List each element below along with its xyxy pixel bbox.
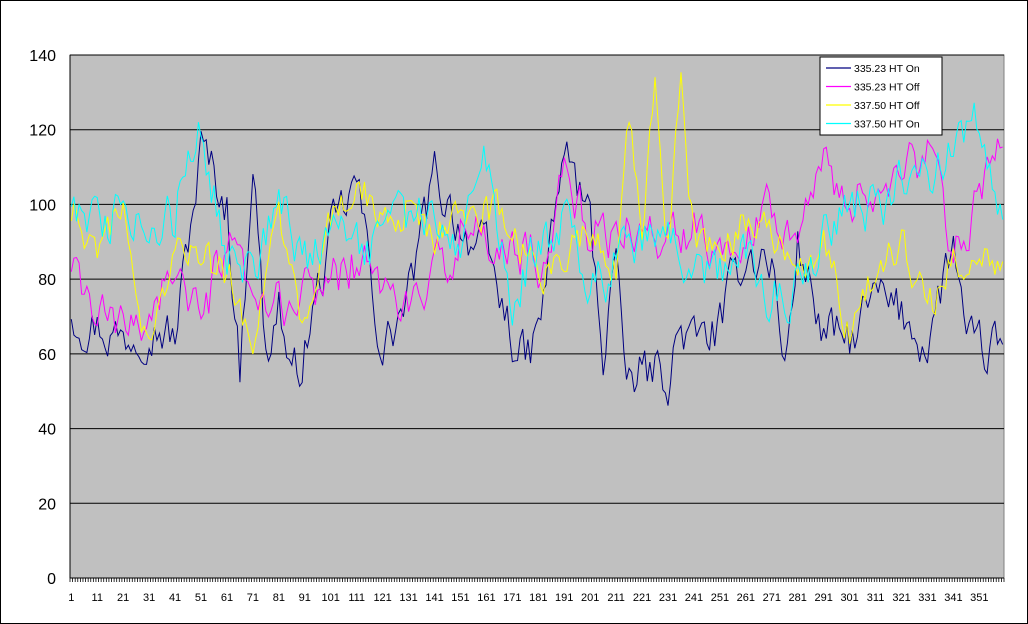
x-tick-label: 21 — [117, 592, 129, 604]
x-tick-label: 171 — [503, 592, 521, 604]
x-tick-label: 51 — [195, 592, 207, 604]
legend: 335.23 HT On 335.23 HT Off 337.50 HT Off 33… — [819, 56, 943, 136]
y-tick-label: 20 — [38, 496, 56, 513]
x-tick-label: 91 — [299, 592, 311, 604]
x-tick-label: 321 — [892, 592, 910, 604]
series-line — [70, 102, 1004, 326]
x-tick-label: 151 — [451, 592, 469, 604]
x-tick-label: 191 — [555, 592, 573, 604]
x-tick-label: 251 — [711, 592, 729, 604]
x-tick-label: 31 — [143, 592, 155, 604]
legend-label: 337.50 HT Off — [854, 100, 920, 112]
x-tick-label: 271 — [763, 592, 781, 604]
x-tick-label: 351 — [970, 592, 988, 604]
x-tick-label: 1 — [68, 592, 74, 604]
x-tick-label: 341 — [944, 592, 962, 604]
x-tick-label: 301 — [840, 592, 858, 604]
x-tick-label: 141 — [425, 592, 443, 604]
x-tick-label: 111 — [348, 592, 365, 604]
x-tick-label: 61 — [221, 592, 233, 604]
plot-area — [69, 54, 1005, 579]
x-tick-label: 211 — [607, 592, 625, 604]
x-tick-label: 261 — [737, 592, 755, 604]
x-tick-label: 181 — [529, 592, 547, 604]
y-tick-label: 140 — [29, 48, 56, 65]
legend-box — [819, 56, 943, 136]
x-tick-label: 121 — [373, 592, 391, 604]
y-tick-label: 120 — [29, 123, 56, 140]
x-tick-label: 231 — [659, 592, 677, 604]
legend-label: 335.23 HT Off — [854, 82, 920, 94]
x-tick-label: 241 — [685, 592, 703, 604]
x-tick-label: 221 — [633, 592, 651, 604]
x-tick-label: 71 — [247, 592, 259, 604]
y-tick-label: 80 — [38, 272, 56, 289]
x-tick-label: 281 — [789, 592, 807, 604]
x-tick-label: 81 — [273, 592, 285, 604]
legend-label: 335.23 HT On — [854, 63, 920, 75]
y-tick-label: 60 — [38, 347, 56, 364]
x-tick-label: 11 — [92, 592, 103, 604]
y-tick-label: 40 — [38, 422, 56, 439]
x-tick-marks — [69, 578, 1005, 582]
x-tick-label: 291 — [815, 592, 833, 604]
y-tick-label: 100 — [29, 197, 56, 214]
x-tick-label: 331 — [918, 592, 936, 604]
series-lines — [70, 72, 1004, 406]
x-tick-label: 131 — [399, 592, 417, 604]
x-tick-label: 101 — [322, 592, 340, 604]
x-tick-label: 161 — [477, 592, 495, 604]
x-tick-label: 201 — [581, 592, 599, 604]
y-tick-label: 0 — [47, 571, 56, 588]
x-tick-label: 311 — [867, 592, 885, 604]
x-tick-label: 41 — [169, 592, 181, 604]
legend-label: 337.50 HT On — [854, 119, 920, 131]
